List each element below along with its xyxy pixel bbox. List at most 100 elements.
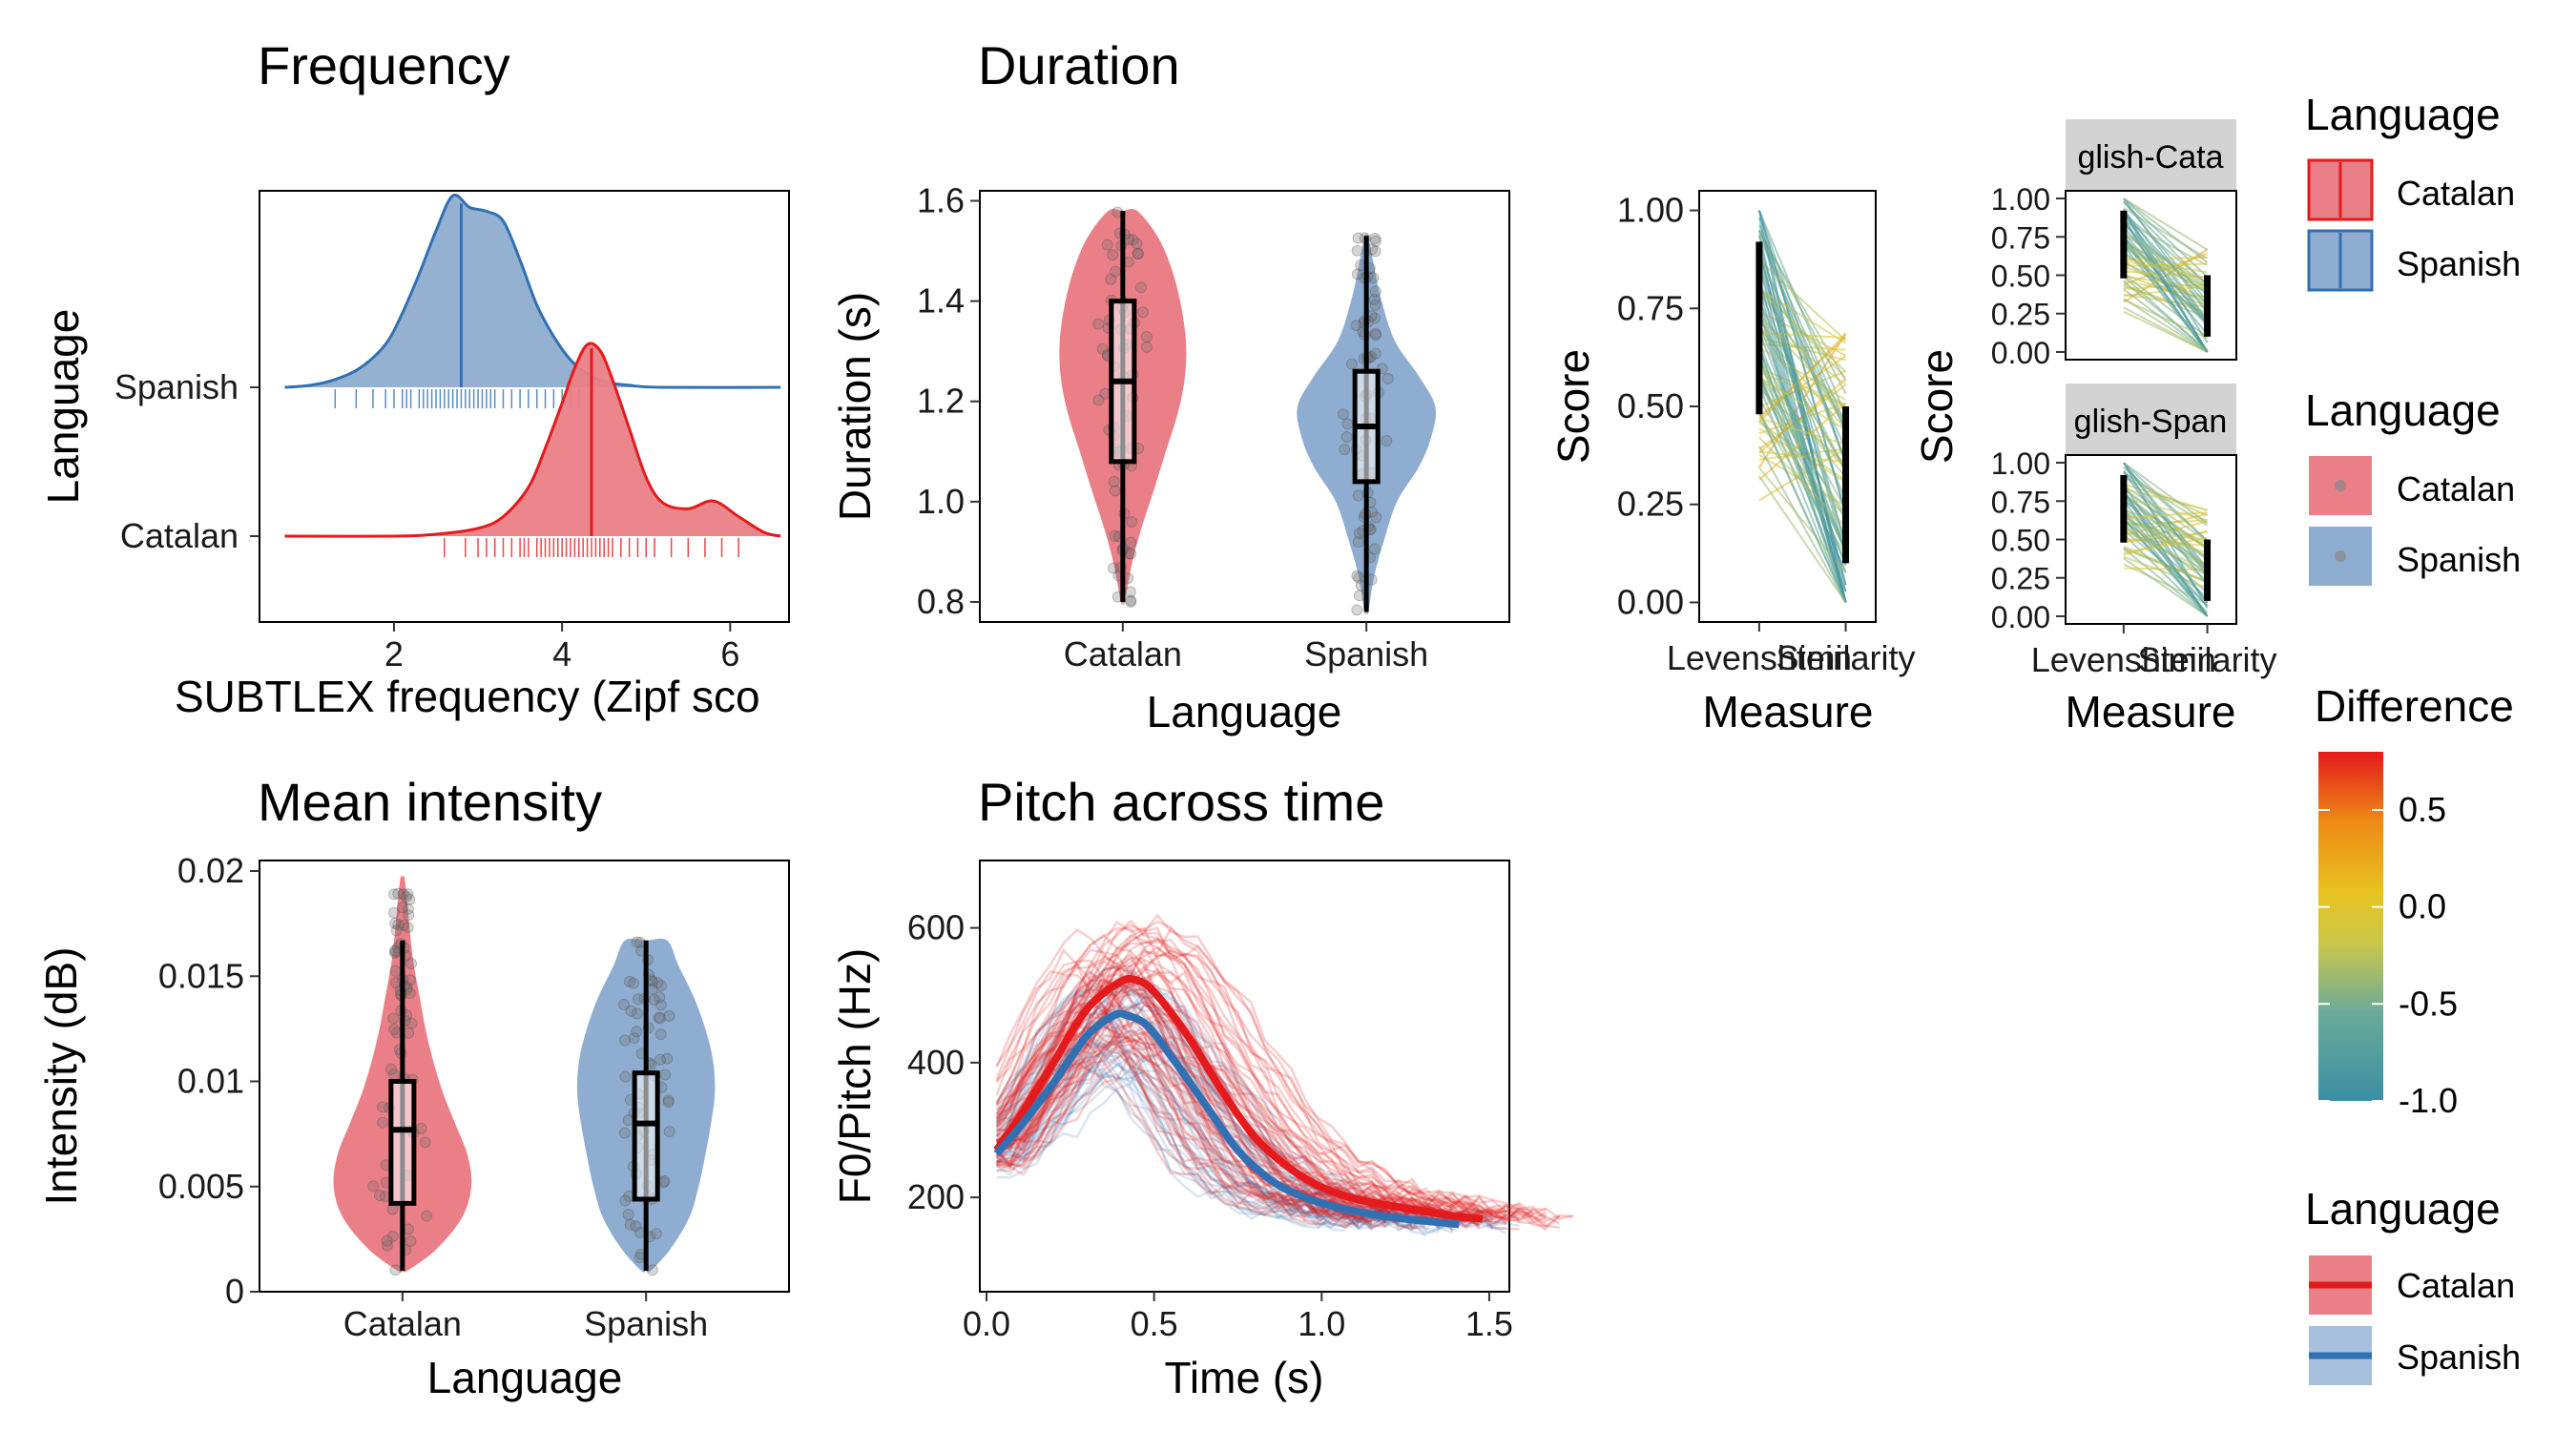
duration-point-catalan-14 xyxy=(1131,238,1143,250)
score1-ytick-label-3: 0.75 xyxy=(1617,288,1684,327)
pitch-trace-catalan-8 xyxy=(995,932,1548,1232)
pitch-trace-catalan-25 xyxy=(995,969,1360,1227)
pitch-xtick-label-0: 0.0 xyxy=(963,1304,1010,1343)
frequency-title: Frequency xyxy=(258,35,510,95)
duration-point-spanish-43 xyxy=(1369,347,1381,360)
duration-point-catalan-16 xyxy=(1110,265,1122,278)
pitch-trace-spanish-23 xyxy=(995,1048,1360,1229)
score2-ylabel: Score xyxy=(1912,349,1962,464)
legend1-label-spanish: Spanish xyxy=(2397,244,2521,283)
pitch-trace-spanish-6 xyxy=(995,990,1373,1230)
intensity-marks xyxy=(333,875,716,1276)
pitch-trace-spanish-5 xyxy=(995,970,1427,1237)
pitch-ytick-label-1: 400 xyxy=(907,1043,965,1082)
intensity-point-spanish-6 xyxy=(663,1126,675,1138)
duration-point-spanish-18 xyxy=(1369,312,1381,324)
intensity-ytick-label-3: 0.015 xyxy=(158,956,244,995)
score2-top-pair-line-50 xyxy=(2123,240,2209,289)
intensity-point-spanish-55 xyxy=(622,1114,634,1127)
duration-axes: 0.8 1.0 1.2 1.4 1.6 Catalan Spanish xyxy=(917,181,1428,674)
intensity-point-spanish-48 xyxy=(622,1209,634,1221)
legend-difference: Difference 0.5 0.0 -0.5 -1.0 xyxy=(2315,681,2514,1120)
duration-point-spanish-48 xyxy=(1337,408,1349,421)
intensity-point-catalan-18 xyxy=(389,1264,402,1276)
intensity-point-catalan-37 xyxy=(387,906,400,919)
duration-xtick-label-0: Catalan xyxy=(1064,634,1182,674)
score2-bottom-pair-line-54 xyxy=(2123,536,2208,554)
intensity-point-catalan-48 xyxy=(387,888,400,901)
legend2-label-spanish: Spanish xyxy=(2397,540,2521,579)
intensity-point-catalan-62 xyxy=(405,958,418,970)
score2-top-pair-line-47 xyxy=(2123,211,2209,353)
score2-bottom-pair-line-23 xyxy=(2123,485,2209,542)
intensity-point-spanish-58 xyxy=(662,1096,675,1109)
pitch-trace-catalan-26 xyxy=(996,923,1481,1222)
legend-language-line: Language Catalan Spanish xyxy=(2305,1184,2521,1385)
frequency-marks xyxy=(284,193,781,557)
pitch-xtick-label-2: 1.0 xyxy=(1298,1304,1345,1343)
pitch-mean-catalan xyxy=(993,974,1484,1223)
score2-xlabel: Measure xyxy=(2066,687,2236,736)
intensity-point-catalan-19 xyxy=(377,1101,389,1113)
pitch-trace-spanish-4 xyxy=(996,1068,1466,1223)
pitch-trace-spanish-25 xyxy=(995,1038,1359,1228)
pitch-plot-border xyxy=(979,860,1510,1293)
duration-point-spanish-56 xyxy=(1339,444,1351,456)
duration-marks xyxy=(1059,206,1437,616)
intensity-point-catalan-45 xyxy=(390,924,403,937)
intensity-point-catalan-68 xyxy=(384,1063,397,1075)
pitch-trace-catalan-4 xyxy=(995,937,1440,1220)
intensity-xlabel: Language xyxy=(427,1353,623,1402)
duration-point-catalan-40 xyxy=(1134,281,1147,294)
score2-bottom-pair-line-30 xyxy=(2123,476,2208,517)
score2-strip-bottom-label: glish-Span xyxy=(2074,404,2228,440)
intensity-point-spanish-13 xyxy=(632,993,644,1006)
score2-top-ytick-label-4: 1.00 xyxy=(1991,182,2050,217)
duration-ytick-label-1: 1.0 xyxy=(917,482,965,521)
score1-ytick-label-1: 0.25 xyxy=(1617,485,1684,524)
duration-point-catalan-56 xyxy=(1107,249,1119,261)
legend4-label-spanish: Spanish xyxy=(2397,1338,2521,1377)
duration-point-spanish-16 xyxy=(1345,358,1358,370)
score2-bottom-pair-line-55 xyxy=(2123,509,2209,608)
score2-bottom-pair-line-51 xyxy=(2123,489,2209,617)
duration-point-catalan-26 xyxy=(1140,330,1153,342)
duration-point-spanish-66 xyxy=(1369,327,1381,340)
score2-bottom-ytick-label-4: 1.00 xyxy=(1991,446,2050,481)
duration-point-spanish-27 xyxy=(1352,489,1364,502)
frequency-xtick-label-1: 4 xyxy=(552,634,571,674)
duration-point-catalan-0 xyxy=(1125,595,1137,608)
intensity-ytick-label-0: 0 xyxy=(225,1272,244,1311)
intensity-point-catalan-65 xyxy=(405,1235,417,1248)
intensity-point-catalan-43 xyxy=(402,922,414,934)
pitch-trace-catalan-18 xyxy=(995,1034,1561,1222)
panel-score-1: 0.00 0.25 0.50 0.75 1.00 LevenshteinSimilarit… xyxy=(1548,190,1916,736)
score1-ytick-label-4: 1.00 xyxy=(1617,191,1684,230)
frequency-ytick-label-1: Catalan xyxy=(120,516,239,555)
pitch-trace-spanish-44 xyxy=(995,1060,1400,1230)
duration-title: Duration xyxy=(978,35,1180,95)
score1-pair-line-88 xyxy=(1758,376,1847,431)
score1-pair-line-54 xyxy=(1758,323,1847,469)
pitch-trace-catalan-11 xyxy=(996,945,1548,1222)
pitch-trace-catalan-3 xyxy=(995,1000,1400,1224)
pitch-xlabel: Time (s) xyxy=(1165,1353,1324,1402)
score1-pair-line-86 xyxy=(1758,336,1847,420)
duration-point-catalan-52 xyxy=(1107,562,1119,574)
pitch-trace-catalan-10 xyxy=(996,1043,1360,1217)
duration-point-spanish-19 xyxy=(1341,418,1354,430)
intensity-point-catalan-61 xyxy=(405,1017,418,1029)
intensity-point-spanish-60 xyxy=(654,1053,667,1066)
panel-intensity: Mean intensity 0 0.005 0.01 0.015 0.02 Catala… xyxy=(36,772,790,1402)
difference-tick-label-3: -1.0 xyxy=(2399,1081,2458,1120)
pitch-trace-catalan-32 xyxy=(995,970,1561,1225)
intensity-title: Mean intensity xyxy=(258,772,602,832)
intensity-point-catalan-26 xyxy=(389,964,402,977)
intensity-xtick-label-0: Catalan xyxy=(343,1304,462,1343)
intensity-point-catalan-44 xyxy=(405,974,417,986)
score2-xtick-label-1: Similarity xyxy=(2138,640,2277,679)
intensity-point-spanish-47 xyxy=(618,1127,631,1139)
duration-point-catalan-8 xyxy=(1092,318,1105,330)
pitch-trace-catalan-66 xyxy=(995,960,1413,1227)
legend-language-violin: Language Catalan Spanish xyxy=(2305,385,2521,586)
